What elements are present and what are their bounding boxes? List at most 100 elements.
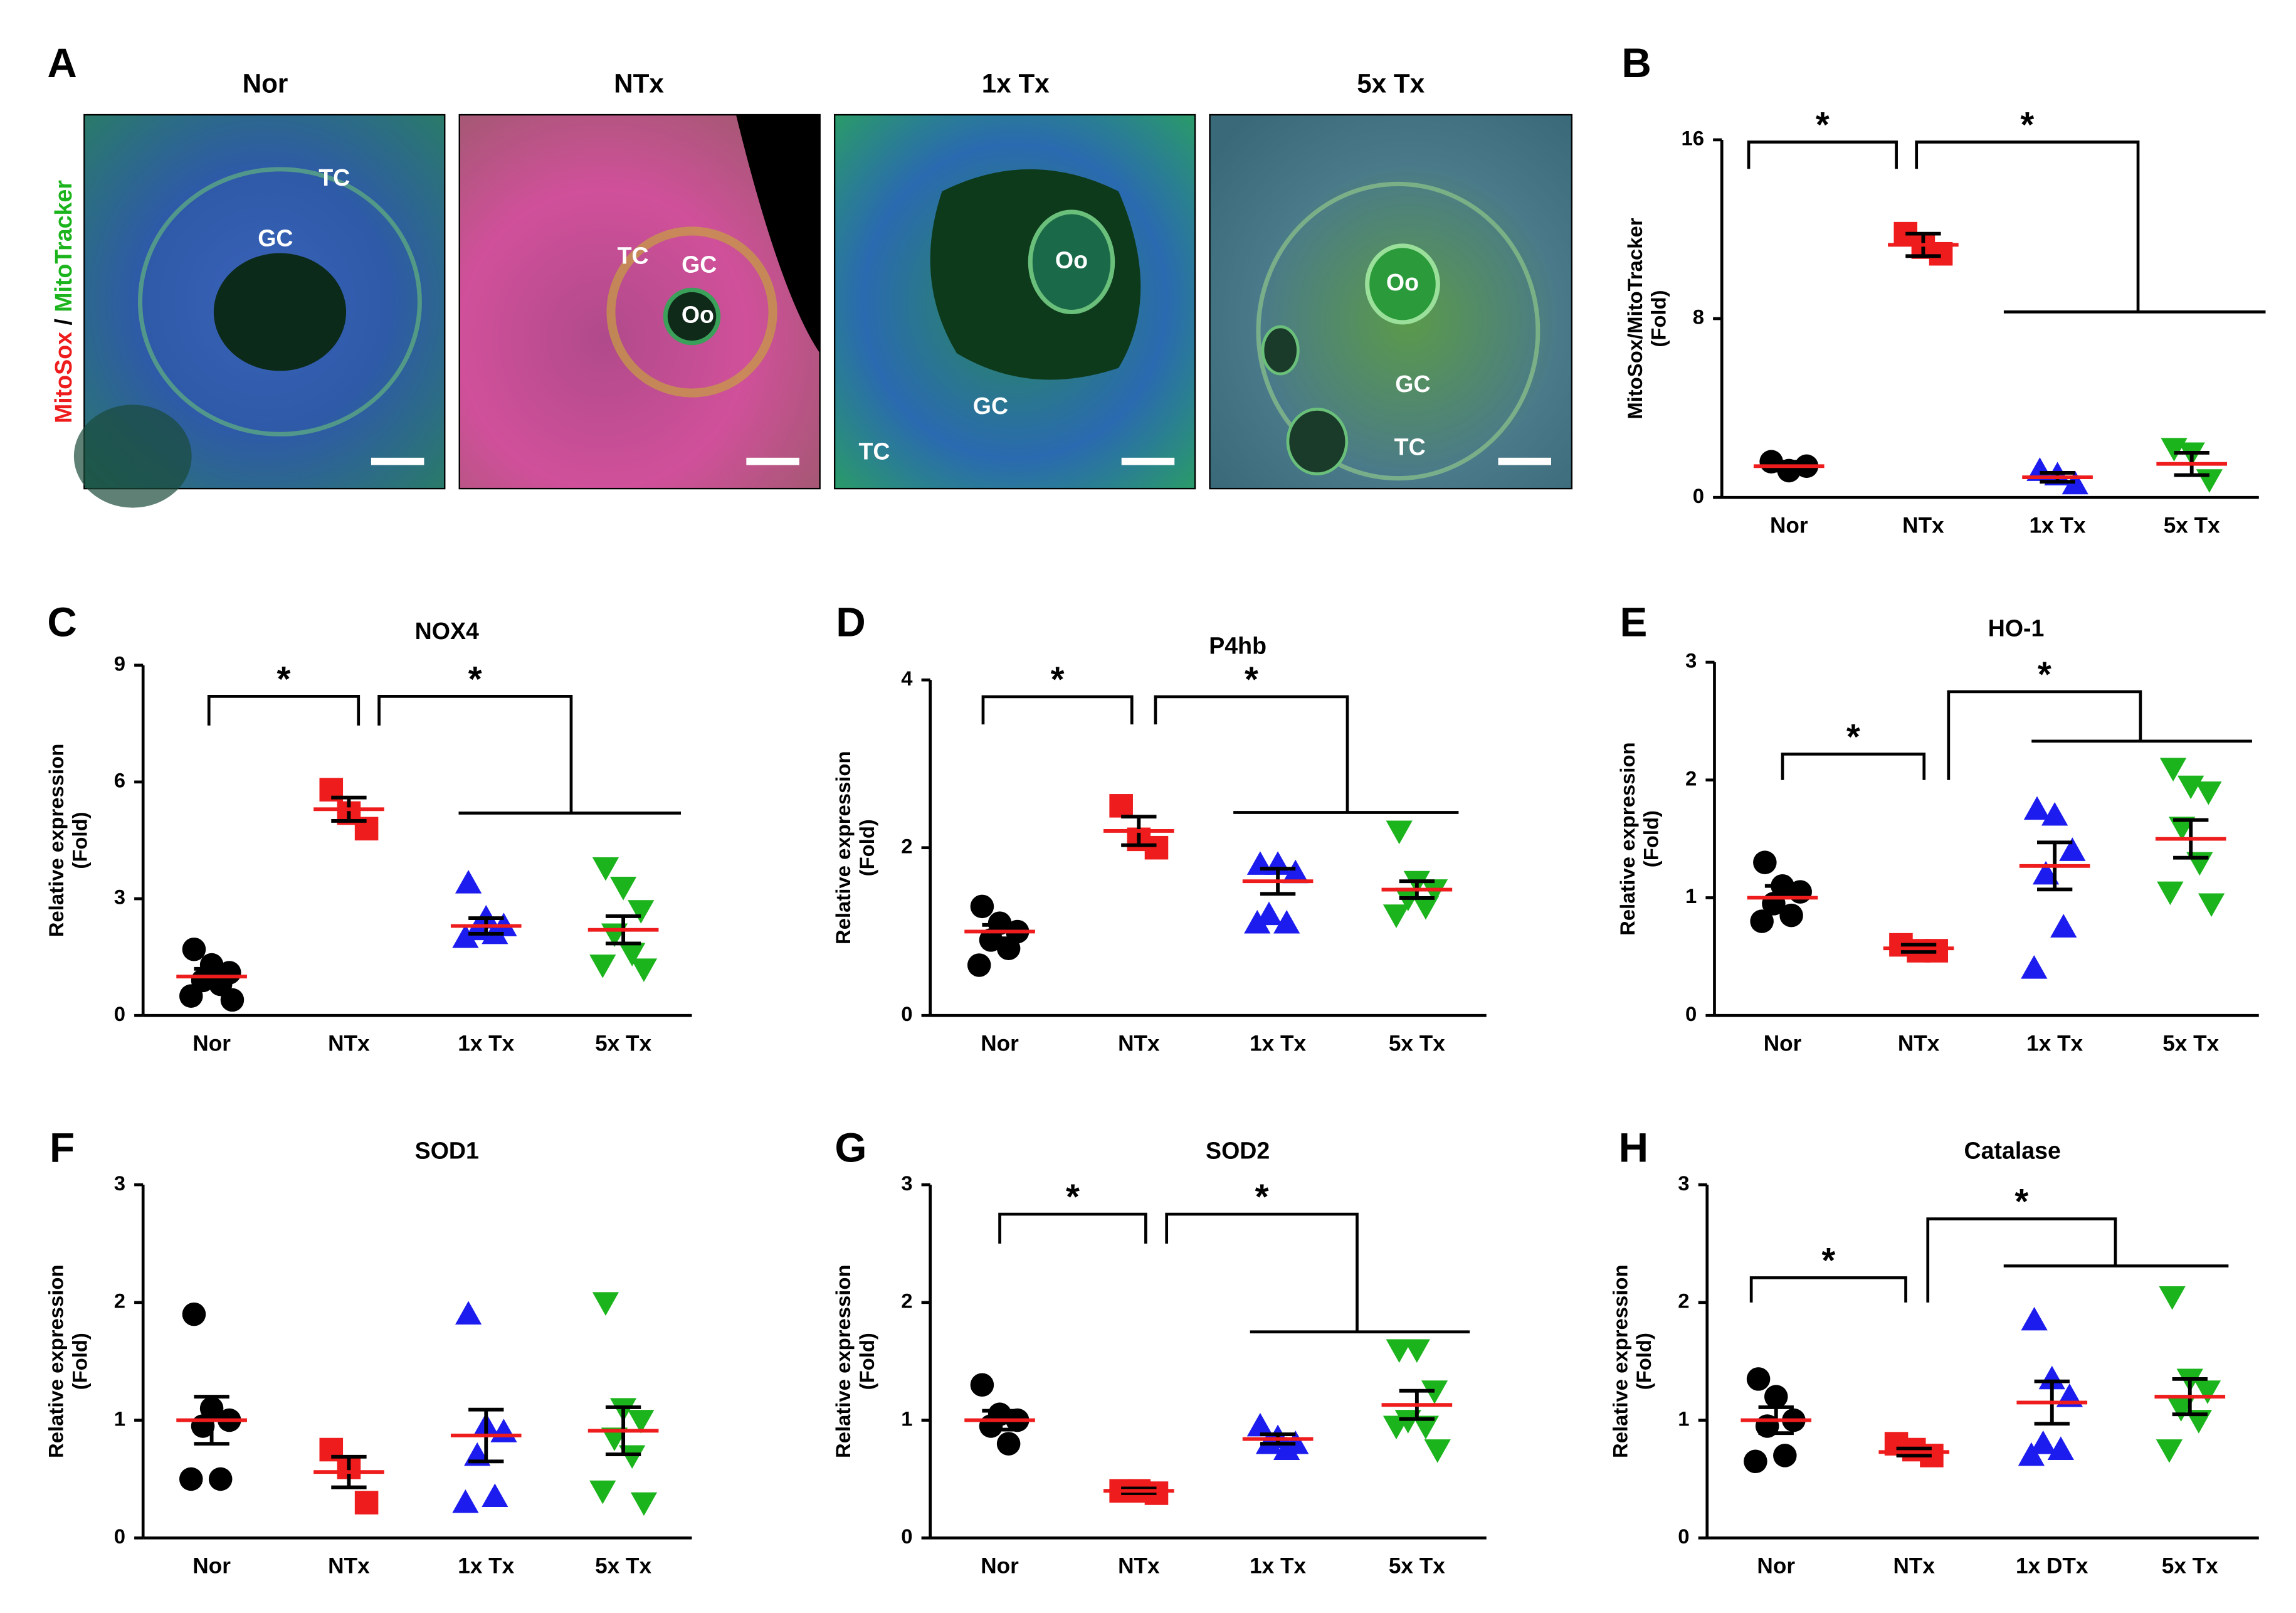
y-tick-label: 16 xyxy=(1682,127,1705,150)
x-tick-label: NTx xyxy=(1118,1031,1160,1055)
significance-label: * xyxy=(1816,105,1830,144)
y-axis-label: (Fold) xyxy=(1646,290,1670,347)
image-label: TC xyxy=(858,438,890,465)
data-point xyxy=(482,1483,508,1508)
data-point xyxy=(1382,1415,1410,1440)
follicle-ring xyxy=(606,226,777,398)
data-point xyxy=(1764,1385,1788,1409)
data-point xyxy=(1144,835,1169,860)
significance-bracket xyxy=(1165,1212,1470,1334)
data-point xyxy=(1750,909,1774,933)
y-axis-label: Relative expression xyxy=(1616,742,1639,936)
data-point xyxy=(1788,880,1812,904)
y-axis-label: (Fold) xyxy=(1632,1333,1655,1390)
data-point xyxy=(1403,1339,1430,1363)
data-point xyxy=(2195,781,2222,805)
y-tick-label: 3 xyxy=(1678,1171,1689,1195)
significance-bracket xyxy=(998,1212,1147,1244)
y-tick-label: 8 xyxy=(1693,305,1704,329)
chart-title: SOD2 xyxy=(1206,1137,1270,1163)
x-tick-label: NTx xyxy=(328,1554,370,1579)
significance-label: * xyxy=(1846,717,1860,756)
oocyte xyxy=(1365,243,1440,325)
y-tick-label: 1 xyxy=(901,1407,912,1430)
y-axis-label: (Fold) xyxy=(1640,810,1663,867)
scale-bar xyxy=(371,457,424,465)
chart: E HO-1 0 1 2 3 Relative expression (Fold) Nor NTx… xyxy=(1616,600,2259,1055)
y-tick-label: 2 xyxy=(1685,766,1697,790)
x-tick-label: 5x Tx xyxy=(1389,1031,1445,1055)
panel-letter: D xyxy=(836,600,865,645)
significance-bracket xyxy=(981,695,1134,725)
follicle xyxy=(1261,325,1300,376)
x-tick-label: 1x Tx xyxy=(2026,1031,2083,1055)
scale-bar xyxy=(1121,457,1175,465)
x-tick-label: Nor xyxy=(981,1554,1019,1579)
y-tick-label: 4 xyxy=(901,667,913,690)
data-point xyxy=(2198,893,2225,918)
data-point xyxy=(2059,837,2086,861)
y-axis-label: Relative expression xyxy=(1608,1264,1631,1458)
data-point xyxy=(2167,1398,2194,1422)
data-point xyxy=(179,984,203,1008)
panel-letter: E xyxy=(1620,600,1648,645)
image-label: GC xyxy=(1395,371,1430,397)
y-axis-label: Relative expression xyxy=(831,751,855,944)
image-label: TC xyxy=(319,164,350,191)
data-point xyxy=(1273,1436,1300,1460)
significance-label: * xyxy=(2014,1182,2028,1221)
significance-label: * xyxy=(2038,654,2051,694)
data-point xyxy=(589,955,616,978)
data-point xyxy=(967,953,991,977)
scale-bar xyxy=(1498,457,1551,465)
data-point xyxy=(1382,904,1410,928)
image-label: Oo xyxy=(1055,247,1088,273)
y-tick-label: 0 xyxy=(901,1525,912,1548)
x-tick-label: Nor xyxy=(192,1031,231,1055)
y-tick-label: 0 xyxy=(114,1525,125,1548)
x-tick-label: 5x Tx xyxy=(2164,513,2220,537)
y-tick-label: 2 xyxy=(901,834,912,857)
significance-bracket xyxy=(377,695,682,815)
data-point xyxy=(2196,469,2223,493)
data-point xyxy=(619,943,646,967)
chart: B 0 8 16 MitoSox/MitoTracker (Fold) Nor NTx 1x T… xyxy=(1621,40,2266,537)
significance-label: * xyxy=(1255,1177,1269,1216)
ylabel-part: MitoTracker xyxy=(50,180,76,312)
x-tick-label: Nor xyxy=(1757,1554,1795,1579)
y-tick-label: 0 xyxy=(1693,484,1704,507)
x-tick-label: 1x Tx xyxy=(458,1554,514,1579)
significance-bracket xyxy=(1926,1217,2229,1303)
significance-bracket xyxy=(207,695,361,726)
data-point xyxy=(2021,955,2048,979)
y-axis-label: (Fold) xyxy=(855,1333,878,1390)
data-point xyxy=(452,1489,479,1513)
data-point xyxy=(455,870,482,894)
data-point xyxy=(1412,1415,1440,1440)
x-tick-label: 5x Tx xyxy=(2162,1031,2219,1055)
significance-bracket xyxy=(1915,140,2266,314)
significance-label: * xyxy=(1051,659,1065,699)
data-point xyxy=(1109,794,1133,818)
chart: C NOX4 0 3 6 9 Relative expression (Fold) Nor NTx… xyxy=(45,600,692,1055)
data-point xyxy=(1421,1380,1448,1404)
y-axis-label: (Fold) xyxy=(68,812,91,869)
significance-bracket xyxy=(1749,1276,1907,1303)
y-axis-label: (Fold) xyxy=(68,1333,91,1390)
x-tick-label: NTx xyxy=(328,1031,370,1055)
x-tick-label: Nor xyxy=(192,1554,231,1579)
data-point xyxy=(2026,457,2053,481)
image-label: Oo xyxy=(1386,269,1419,295)
x-tick-label: NTx xyxy=(1893,1554,1935,1579)
y-axis-label: MitoSox/MitoTracker xyxy=(1623,218,1646,419)
data-point xyxy=(592,1292,619,1316)
data-point xyxy=(2023,796,2051,820)
follicle-ring xyxy=(1256,181,1540,481)
image-ylabel: MitoSox / MitoTracker xyxy=(50,180,76,423)
data-point xyxy=(2194,1380,2221,1404)
micrograph xyxy=(1209,114,1573,490)
data-point xyxy=(592,857,619,881)
data-point xyxy=(619,1445,646,1469)
